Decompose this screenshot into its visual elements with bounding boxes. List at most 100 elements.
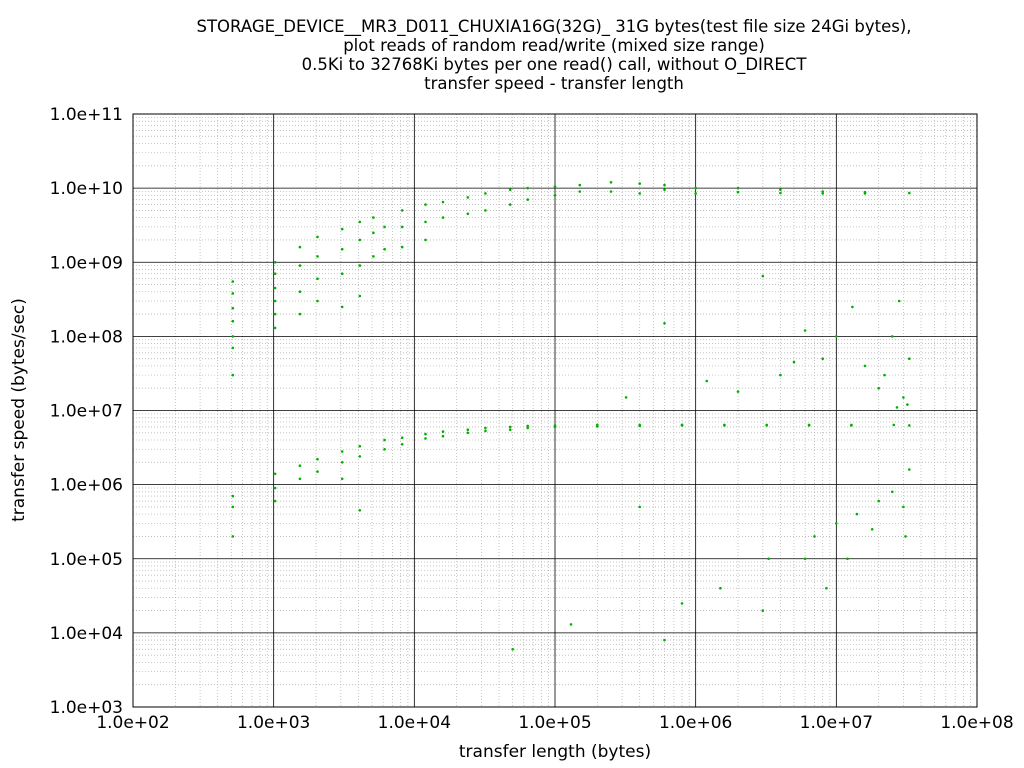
- data-point: [553, 194, 557, 197]
- data-point: [231, 535, 235, 538]
- data-point: [358, 455, 362, 458]
- data-point: [694, 186, 697, 190]
- data-point: [792, 360, 796, 364]
- data-point: [638, 424, 641, 428]
- data-point: [340, 305, 344, 309]
- data-point: [596, 425, 599, 428]
- data-point: [340, 247, 344, 251]
- data-point: [906, 403, 909, 406]
- data-point: [400, 436, 404, 440]
- data-point: [895, 406, 899, 409]
- data-point: [340, 450, 344, 453]
- data-point: [298, 477, 302, 481]
- data-point: [441, 216, 445, 219]
- data-point: [851, 305, 854, 309]
- data-point: [424, 220, 427, 224]
- data-point: [400, 209, 404, 212]
- data-point: [694, 192, 697, 195]
- data-point: [383, 247, 386, 251]
- data-point: [231, 319, 235, 323]
- data-point: [855, 512, 859, 516]
- y-tick-label: 1.0e+09: [50, 253, 123, 273]
- data-point: [340, 461, 344, 464]
- data-point: [424, 238, 427, 242]
- data-point: [680, 424, 684, 427]
- data-point: [383, 225, 386, 229]
- x-tick-label: 1.0e+06: [659, 713, 732, 733]
- data-point: [902, 505, 905, 509]
- data-point: [863, 192, 867, 195]
- data-point: [638, 182, 641, 185]
- data-point: [609, 190, 613, 193]
- data-point: [803, 329, 807, 332]
- x-axis-label: transfer length (bytes): [459, 742, 651, 762]
- data-point: [484, 426, 487, 430]
- y-tick-label: 1.0e+03: [50, 698, 123, 718]
- data-point: [526, 186, 529, 190]
- data-point: [298, 264, 302, 267]
- data-point: [298, 290, 302, 294]
- data-point: [779, 188, 782, 192]
- data-point: [231, 494, 235, 498]
- data-point: [680, 602, 684, 605]
- chart-title: STORAGE_DEVICE__MR3_D011_CHUXIA16G(32G)_…: [196, 17, 911, 93]
- data-point: [441, 200, 445, 204]
- data-point: [298, 312, 302, 316]
- data-point: [835, 522, 838, 525]
- data-point: [850, 424, 853, 427]
- y-tick-labels: 1.0e+03 1.0e+04 1.0e+05 1.0e+06 1.0e+07 1.0e+…: [50, 105, 123, 718]
- data-point: [883, 373, 886, 377]
- data-point: [231, 306, 235, 310]
- data-point: [484, 192, 487, 195]
- data-point: [383, 438, 386, 442]
- data-point: [508, 203, 512, 206]
- data-point: [273, 326, 277, 330]
- data-point: [372, 216, 375, 219]
- data-point: [358, 509, 362, 512]
- title-line-2: plot reads of random read/write (mixed s…: [343, 36, 765, 55]
- data-point: [705, 379, 709, 383]
- data-point: [624, 396, 628, 399]
- y-tick-label: 1.0e+05: [50, 550, 123, 570]
- data-point: [358, 294, 362, 298]
- data-point: [298, 245, 302, 249]
- data-point: [273, 499, 277, 503]
- data-point: [779, 191, 782, 195]
- x-tick-label: 1.0e+03: [237, 713, 310, 733]
- data-point: [340, 227, 344, 231]
- x-tick-label: 1.0e+07: [800, 713, 873, 733]
- data-point: [638, 192, 641, 195]
- data-point: [761, 274, 765, 278]
- data-point: [761, 609, 765, 612]
- data-point: [835, 335, 838, 338]
- data-point: [736, 186, 740, 190]
- data-points: [231, 181, 911, 651]
- data-point: [273, 312, 277, 316]
- plot-frame: [132, 113, 978, 708]
- data-point: [358, 220, 362, 224]
- data-point: [316, 277, 319, 281]
- y-tick-label: 1.0e+08: [50, 327, 123, 347]
- data-point: [424, 432, 427, 436]
- data-point: [484, 209, 487, 212]
- data-point: [877, 386, 880, 390]
- x-tick-label: 1.0e+02: [96, 713, 169, 733]
- data-point: [553, 185, 557, 188]
- y-tick-label: 1.0e+11: [50, 105, 123, 125]
- data-point: [400, 245, 404, 249]
- data-point: [231, 280, 235, 283]
- data-point: [316, 255, 319, 258]
- data-point: [609, 181, 613, 184]
- data-point: [273, 299, 277, 303]
- data-point: [821, 192, 824, 195]
- data-point: [638, 505, 641, 509]
- title-line-1: STORAGE_DEVICE__MR3_D011_CHUXIA16G(32G)_…: [196, 17, 911, 37]
- data-point: [908, 424, 911, 427]
- data-point: [908, 468, 911, 471]
- data-point: [231, 346, 235, 350]
- data-point: [508, 188, 512, 192]
- data-point: [441, 430, 445, 433]
- data-point: [904, 535, 907, 538]
- data-point: [231, 335, 235, 338]
- data-point: [663, 322, 666, 325]
